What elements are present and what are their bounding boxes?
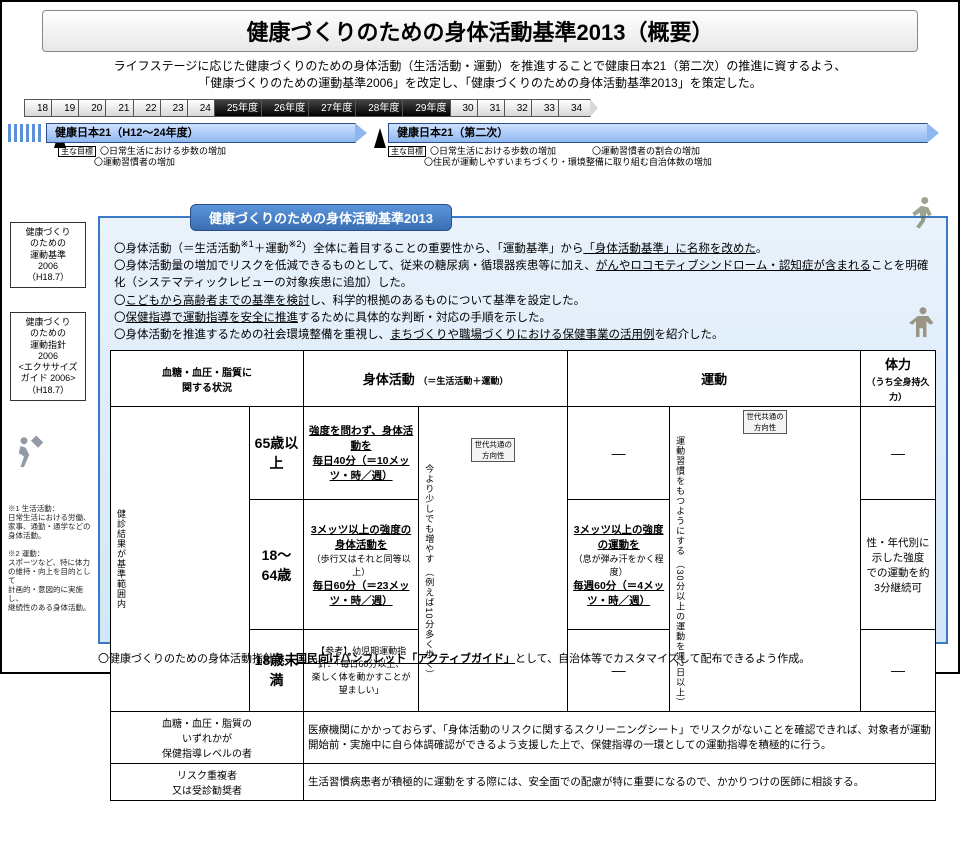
panel-title: 健康づくりのための身体活動基準2013 [190, 204, 452, 231]
phase1-arrow: 健康日本21（H12～24年度） [46, 123, 356, 143]
tennis-icon [10, 432, 52, 474]
left-box-2006-guide: 健康づくりのための運動指針2006<エクササイズガイド 2006>（H18.7） [10, 312, 86, 401]
criteria-table: 血糖・血圧・脂質に関する状況身体活動 （＝生活活動＋運動）運動体力（うち全身持久… [110, 350, 936, 801]
year-chip: 29年度 [402, 99, 455, 117]
goals-phase2: 主な目標〇日常生活における歩数の増加 〇運動習慣者の割合の増加 〇住民が運動しや… [388, 146, 712, 169]
subtitle: ライフステージに応じた健康づくりのための身体活動（生活活動・運動）を推進すること… [2, 56, 958, 98]
year-chip: 25年度 [214, 99, 267, 117]
arrow-up-icon [374, 128, 386, 148]
runner-icon [902, 190, 944, 232]
year-chip: 27年度 [308, 99, 361, 117]
bottom-note: 〇健康づくりのための身体活動指針は、国民向けパンフレット「アクティブガイド」とし… [98, 650, 948, 666]
goals-row: 主な目標〇日常生活における歩数の増加 〇運動習慣者の増加 主な目標〇日常生活にお… [2, 146, 958, 169]
phase-stripes-icon [8, 124, 44, 142]
subtitle-line2: 「健康づくりのための運動基準2006」を改定し、「健康づくりのための身体活動基準… [198, 76, 761, 90]
footnotes: ※1 生活活動：日常生活における労働、家事、通勤・通学などの身体活動。※2 運動… [8, 504, 94, 612]
stretch-icon [902, 302, 944, 344]
phase2-arrow: 健康日本21（第二次） [388, 123, 928, 143]
bullet-list: 〇身体活動（＝生活活動※1＋運動※2）全体に着目することの重要性から、「運動基準… [114, 238, 932, 344]
year-chip: 34 [558, 99, 591, 117]
left-box-2006-standards: 健康づくりのための運動基準2006（H18.7） [10, 222, 86, 288]
year-chip: 28年度 [355, 99, 408, 117]
subtitle-line1: ライフステージに応じた健康づくりのための身体活動（生活活動・運動）を推進すること… [114, 59, 847, 73]
main-panel: 健康づくりのための身体活動基準2013 〇身体活動（＝生活活動※1＋運動※2）全… [98, 216, 948, 644]
year-timeline: 1819202122232425年度26年度27年度28年度29年度303132… [24, 98, 958, 118]
year-chip: 26年度 [261, 99, 314, 117]
page-title: 健康づくりのための身体活動基準2013（概要） [42, 10, 918, 52]
phase-row: 健康日本21（H12～24年度） 健康日本21（第二次） [8, 122, 958, 144]
